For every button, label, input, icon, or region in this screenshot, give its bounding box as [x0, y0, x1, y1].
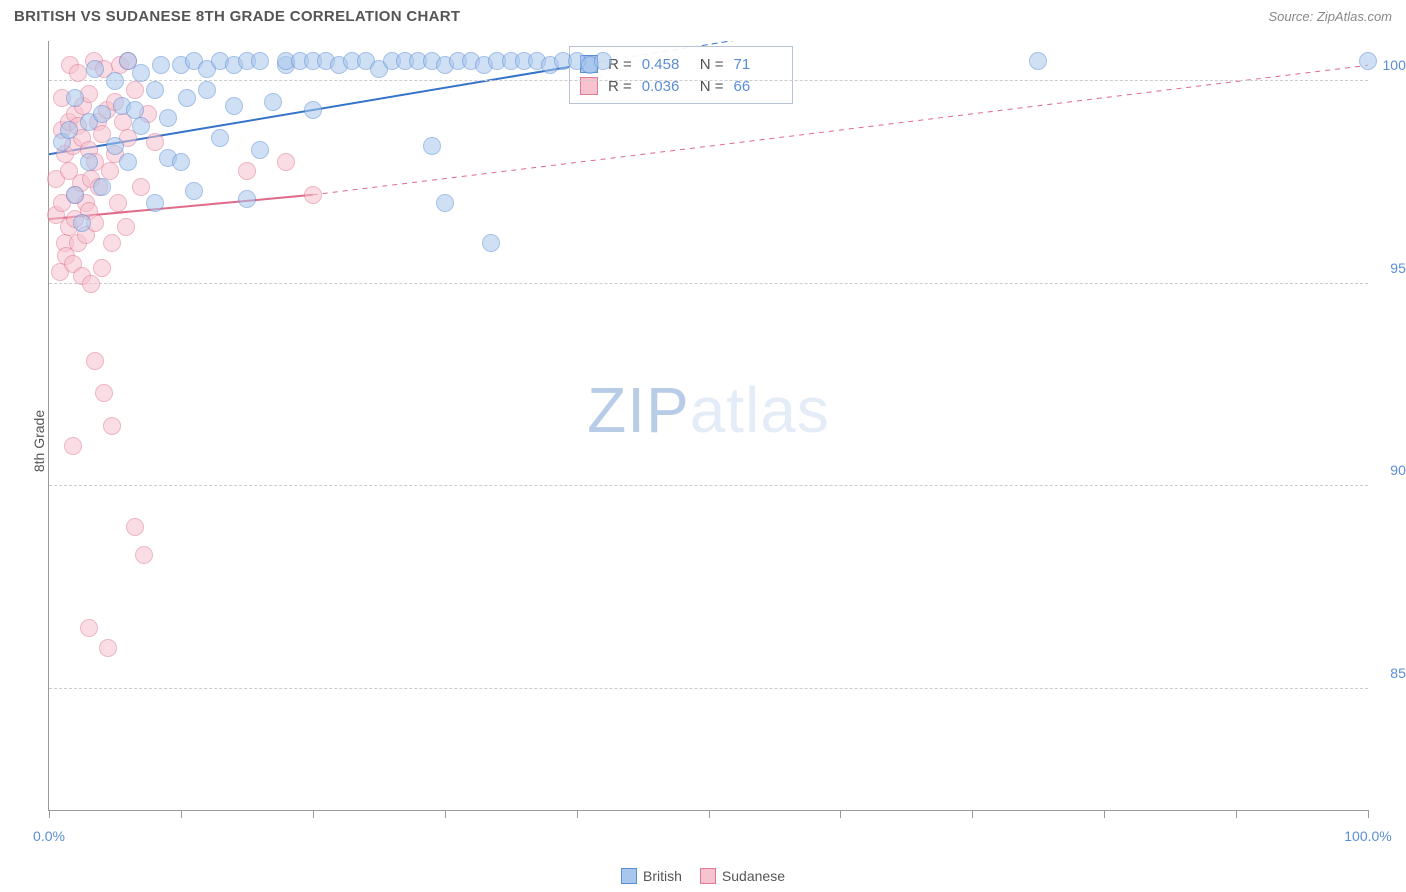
british-point	[594, 52, 612, 70]
legend-sudanese: Sudanese	[700, 868, 785, 884]
sudanese-point	[238, 162, 256, 180]
n-label: N =	[700, 56, 724, 73]
british-point	[185, 182, 203, 200]
sudanese-label: Sudanese	[722, 868, 785, 884]
british-point	[1029, 52, 1047, 70]
bottom-legend: British Sudanese	[621, 868, 785, 884]
x-tick	[181, 810, 182, 818]
british-point	[73, 214, 91, 232]
sudanese-point	[109, 194, 127, 212]
british-point	[423, 137, 441, 155]
gridline	[49, 80, 1368, 81]
x-tick	[313, 810, 314, 818]
british-point	[264, 93, 282, 111]
x-tick	[840, 810, 841, 818]
british-point	[211, 129, 229, 147]
y-tick-label: 90.0%	[1390, 462, 1406, 478]
british-point	[1359, 52, 1377, 70]
british-point	[66, 186, 84, 204]
british-point	[251, 52, 269, 70]
british-point	[93, 178, 111, 196]
british-point	[106, 137, 124, 155]
sudanese-point	[80, 619, 98, 637]
sudanese-point	[135, 546, 153, 564]
british-point	[146, 81, 164, 99]
sudanese-point	[82, 275, 100, 293]
x-tick	[577, 810, 578, 818]
british-point	[146, 194, 164, 212]
sudanese-point	[277, 153, 295, 171]
sudanese-point	[146, 133, 164, 151]
british-point	[119, 153, 137, 171]
british-point	[86, 60, 104, 78]
sudanese-point	[95, 384, 113, 402]
sudanese-point	[101, 162, 119, 180]
british-point	[251, 141, 269, 159]
sudanese-point	[99, 639, 117, 657]
y-tick-label: 100.0%	[1383, 57, 1406, 73]
y-tick-label: 95.0%	[1390, 260, 1406, 276]
british-point	[225, 97, 243, 115]
legend-row-sudanese: R =0.036N =66	[580, 75, 782, 97]
british-label: British	[643, 868, 682, 884]
x-tick	[1368, 810, 1369, 818]
british-point	[198, 81, 216, 99]
british-point	[132, 64, 150, 82]
n-value: 71	[734, 56, 782, 73]
sudanese-point	[117, 218, 135, 236]
trend-lines	[49, 41, 1368, 810]
british-point	[172, 153, 190, 171]
sudanese-point	[304, 186, 322, 204]
x-tick-label: 100.0%	[1344, 828, 1391, 844]
legend-british: British	[621, 868, 682, 884]
sudanese-point	[69, 64, 87, 82]
sudanese-swatch	[700, 868, 716, 884]
sudanese-point	[93, 259, 111, 277]
sudanese-point	[126, 518, 144, 536]
british-point	[106, 72, 124, 90]
british-point	[152, 56, 170, 74]
british-point	[60, 121, 78, 139]
sudanese-point	[103, 234, 121, 252]
gridline	[49, 485, 1368, 486]
sudanese-point	[64, 437, 82, 455]
sudanese-point	[103, 417, 121, 435]
chart-title: BRITISH VS SUDANESE 8TH GRADE CORRELATIO…	[14, 8, 460, 25]
x-tick	[1236, 810, 1237, 818]
x-tick	[49, 810, 50, 818]
x-tick	[445, 810, 446, 818]
x-tick	[1104, 810, 1105, 818]
y-tick-label: 85.0%	[1390, 665, 1406, 681]
british-point	[132, 117, 150, 135]
chart-container: 8th Grade ZIPatlas R =0.458N =71R =0.036…	[0, 31, 1406, 851]
british-point	[178, 89, 196, 107]
british-point	[482, 234, 500, 252]
british-point	[80, 153, 98, 171]
x-tick	[709, 810, 710, 818]
british-swatch	[621, 868, 637, 884]
british-point	[436, 194, 454, 212]
y-axis-label: 8th Grade	[31, 410, 47, 472]
gridline	[49, 688, 1368, 689]
british-point	[66, 89, 84, 107]
source-label: Source: ZipAtlas.com	[1268, 9, 1392, 24]
british-point	[93, 105, 111, 123]
british-point	[159, 109, 177, 127]
sudanese-point	[126, 81, 144, 99]
sudanese-point	[132, 178, 150, 196]
british-point	[304, 101, 322, 119]
sudanese-point	[86, 352, 104, 370]
watermark: ZIPatlas	[587, 373, 830, 447]
british-point	[238, 190, 256, 208]
r-value: 0.458	[642, 56, 690, 73]
x-tick-label: 0.0%	[33, 828, 65, 844]
x-tick	[972, 810, 973, 818]
gridline	[49, 283, 1368, 284]
plot-area: ZIPatlas R =0.458N =71R =0.036N =66 85.0…	[48, 41, 1368, 811]
